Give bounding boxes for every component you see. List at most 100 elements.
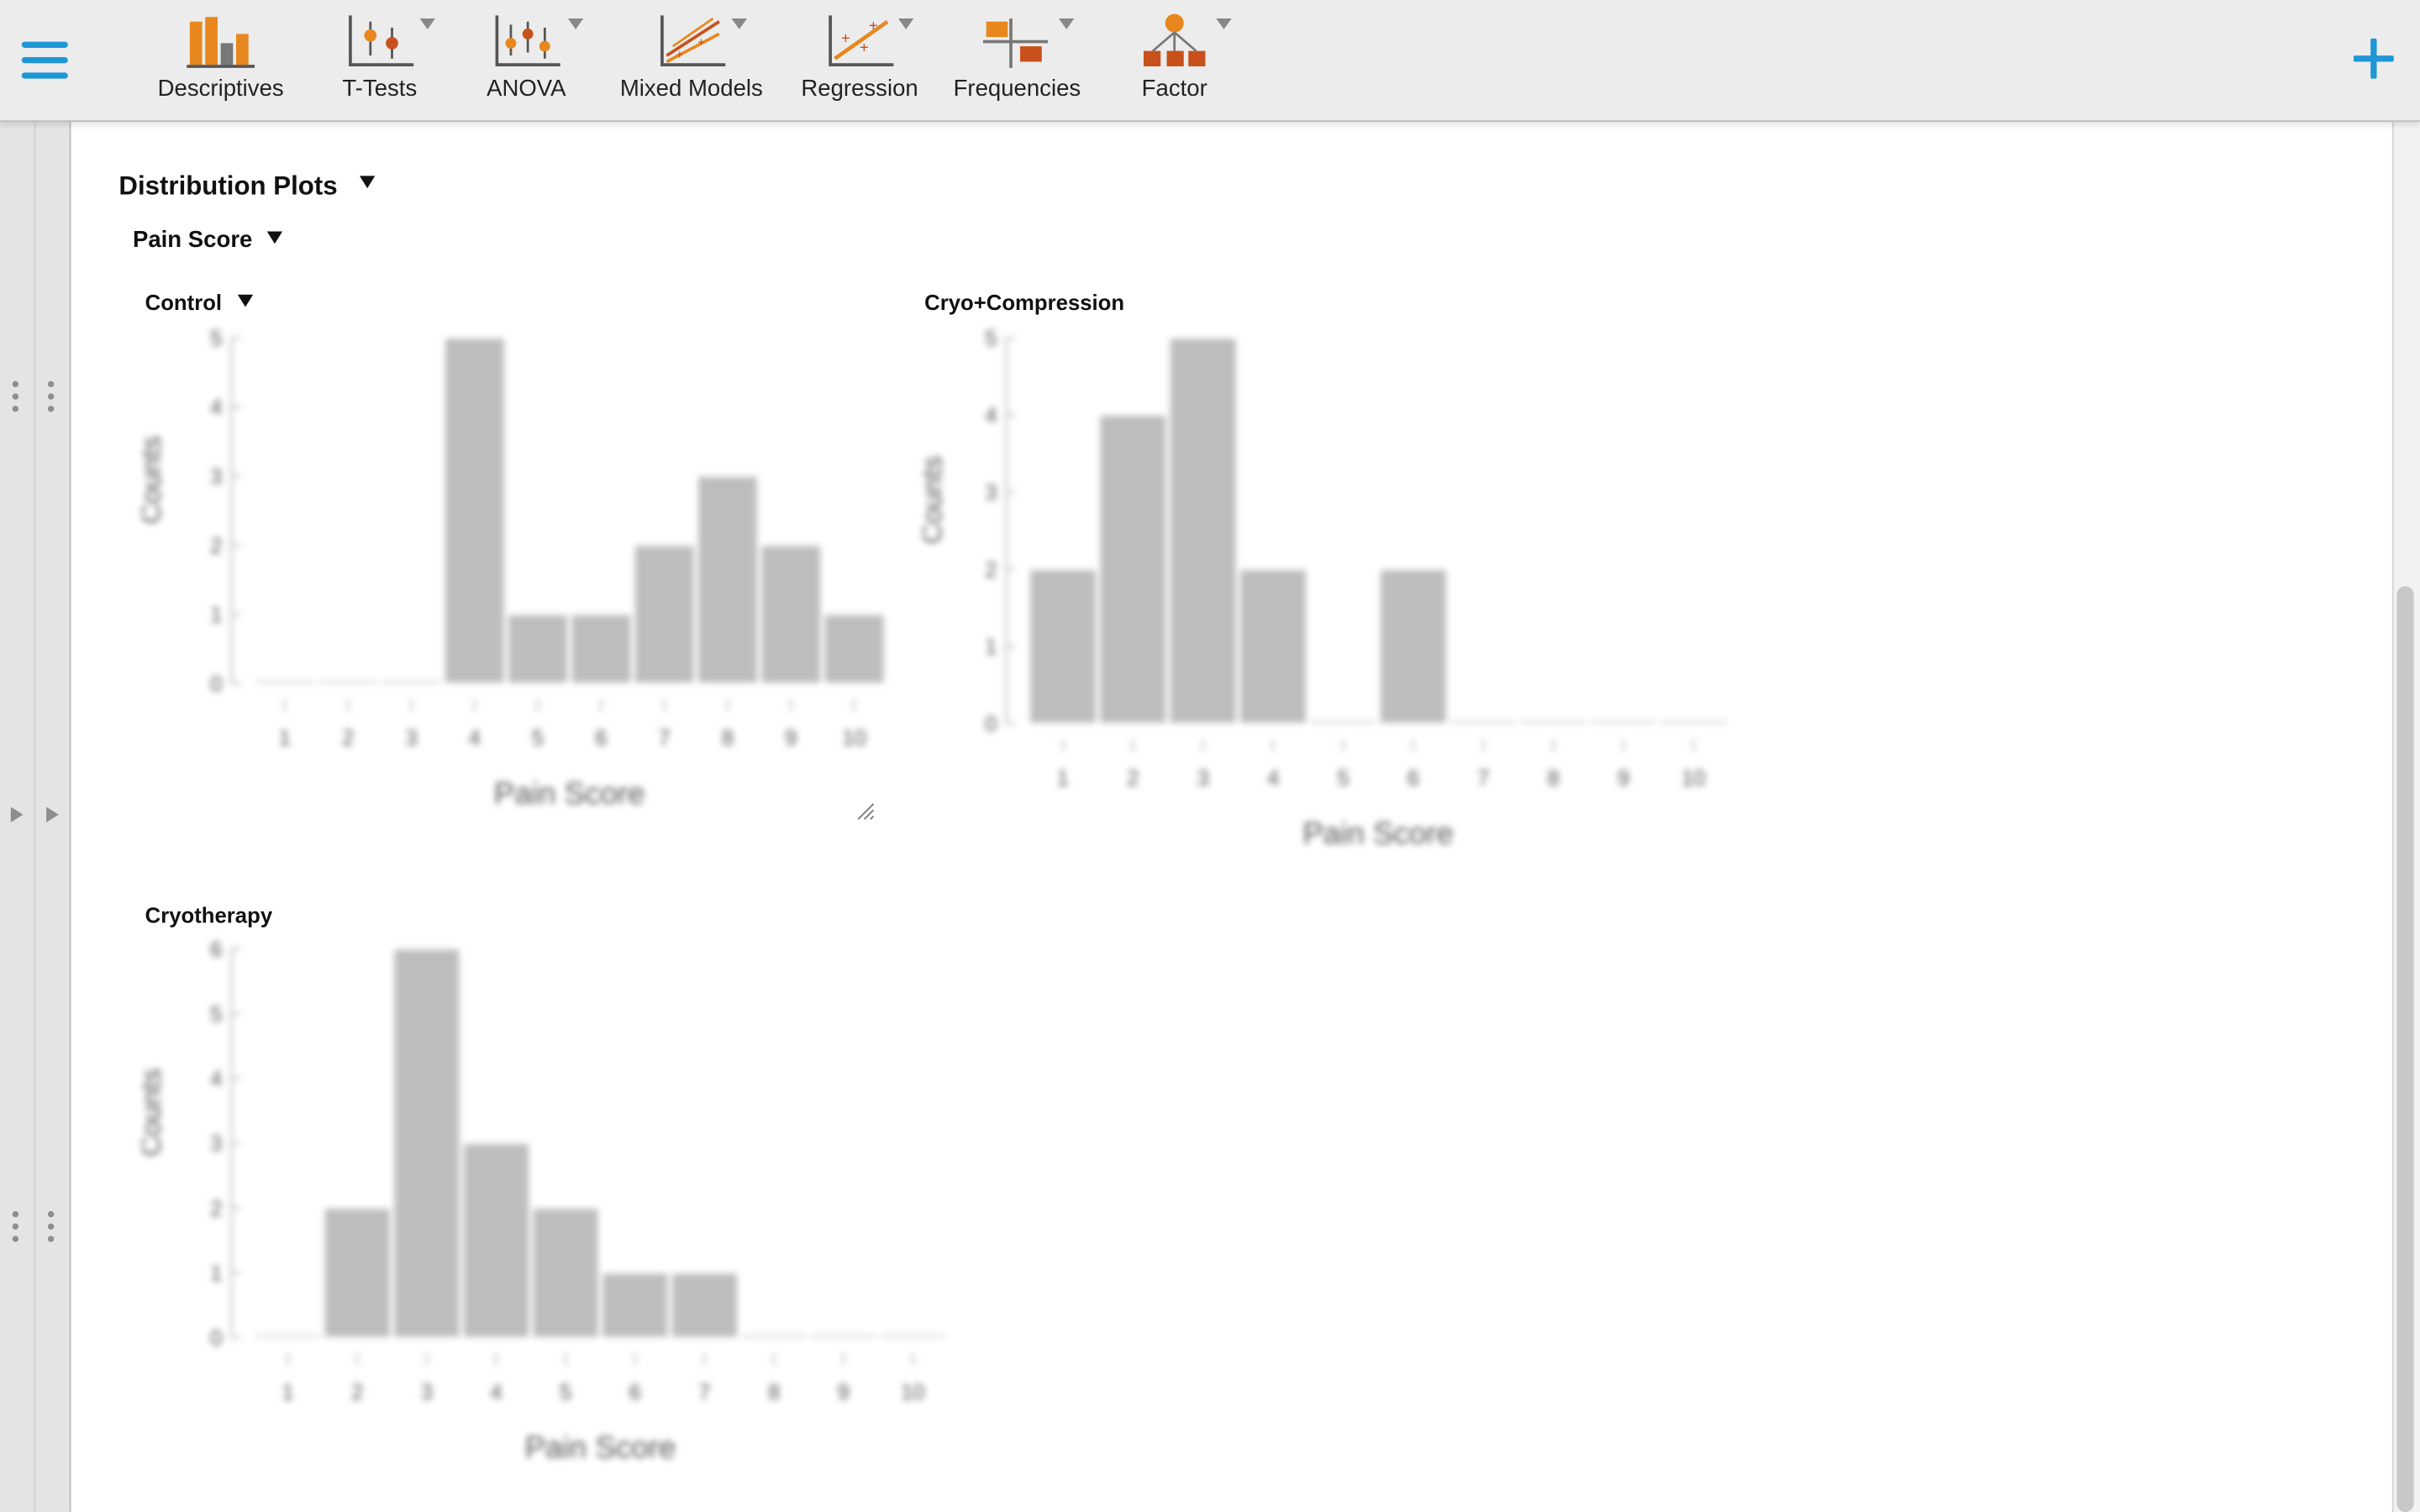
histogram-bar [1239,568,1307,725]
expand-left-panel-icon[interactable] [10,806,24,822]
x-tick-label: 5 [1337,767,1349,790]
x-tick-label: 10 [901,1381,925,1404]
frequencies-button[interactable]: Frequencies [948,9,1086,111]
histogram-bar [380,680,443,685]
scrollbar-thumb[interactable] [2396,585,2414,1512]
y-tick-label: 6 [210,938,222,962]
histogram-bar [254,680,316,685]
anova-icon [495,15,560,66]
section-title: Distribution Plots [118,171,338,201]
panel-drag-handle-icon[interactable] [47,1210,55,1248]
panel-drag-handle-icon[interactable] [12,381,19,418]
histogram-bar [1589,719,1658,725]
hamburger-menu-icon[interactable] [21,37,68,83]
anova-menu-caret-icon[interactable] [567,18,584,29]
x-tick-label: 8 [722,727,734,750]
descriptives-button[interactable]: Descriptives [151,9,290,111]
histogram-bar [1308,719,1378,725]
variable-menu-caret-icon[interactable] [266,231,283,244]
x-axis-title: Pain Score [525,1431,676,1465]
x-tick-label: 6 [1407,767,1419,790]
factor-button[interactable]: Factor [1120,9,1232,111]
y-tick-label: 1 [985,636,997,659]
y-tick-label: 5 [210,1003,222,1026]
factor-menu-caret-icon[interactable] [1216,18,1232,29]
results-pane: Distribution Plots Pain Score Control Cr… [71,122,2392,1512]
expand-right-panel-icon[interactable] [46,806,59,822]
frequencies-menu-caret-icon[interactable] [1058,18,1075,29]
mixed-models-menu-caret-icon[interactable] [731,18,747,29]
plot-control: 0 1 2 3 4 5 1 2 3 4 5 6 7 8 9 10 Pain Score Counts [136,326,898,820]
mixed-models-button[interactable]: + + Mixed Models [614,9,769,111]
y-tick-label: 4 [985,404,997,428]
x-tick-label: 7 [1477,767,1489,790]
histogram-bar [1449,719,1518,725]
regression-button[interactable]: + + + Regression [797,9,923,111]
plot-cryo-compression: 0 1 2 3 4 5 1 2 3 4 5 6 7 8 9 10 Pain Score Counts [917,326,1740,858]
frequencies-label: Frequencies [953,75,1081,102]
x-tick-label: 8 [768,1381,780,1404]
regression-menu-caret-icon[interactable] [897,18,914,29]
regression-label: Regression [801,75,918,102]
resize-grip-icon[interactable] [855,801,877,822]
histogram-bar [739,1333,808,1339]
y-tick-label: 2 [985,559,997,582]
histogram-bar [323,1207,392,1339]
x-tick-label: 10 [842,727,866,750]
y-tick-label: 0 [210,1327,222,1351]
t-tests-menu-caret-icon[interactable] [419,18,435,29]
x-tick-label: 6 [629,1381,641,1404]
x-tick-label: 1 [279,727,291,750]
t-tests-label: T-Tests [342,75,418,102]
histogram-bar [879,1333,947,1339]
histogram-bar [254,1333,322,1339]
histogram-bar [317,680,379,685]
mixed-models-label: Mixed Models [619,75,763,102]
y-tick-label: 1 [210,1262,222,1285]
y-axis-title: Counts [142,436,167,524]
anova-label: ANOVA [487,75,566,102]
svg-text:+: + [869,17,878,34]
x-tick-label: 10 [1681,767,1706,790]
plot-title-cryotherapy: Cryotherapy [145,902,273,927]
x-tick-label: 1 [1057,767,1069,790]
x-tick-label: 4 [469,727,481,750]
y-tick-label: 4 [210,1068,222,1091]
x-tick-label: 3 [421,1381,433,1404]
histogram-bar [1168,337,1238,725]
plot-title-cryo-compression: Cryo+Compression [924,290,1125,315]
histogram-bar [1028,568,1097,725]
x-tick-label: 1 [281,1381,293,1404]
x-tick-label: 8 [1547,767,1559,790]
descriptives-icon [187,17,255,68]
x-axis-title: Pain Score [1302,816,1454,851]
plus-icon[interactable] [2349,34,2398,83]
section-menu-caret-icon[interactable] [359,176,376,189]
svg-text:+: + [676,49,683,62]
x-tick-label: 7 [659,727,671,750]
panel-drag-handle-icon[interactable] [12,1210,19,1248]
y-tick-label: 0 [985,713,997,737]
x-tick-label: 9 [785,727,797,750]
histogram-bar [633,544,696,685]
panel-drag-handle-icon[interactable] [47,381,55,418]
histogram-bar [570,613,633,685]
svg-text:+: + [860,38,869,55]
x-tick-label: 4 [1267,767,1279,790]
x-tick-label: 2 [1127,767,1139,790]
plot-cryotherapy: 0 1 2 3 4 5 6 1 2 3 4 5 6 7 8 9 10 Pain Score Counts [136,937,960,1477]
control-plot-menu-caret-icon[interactable] [237,294,254,307]
descriptives-label: Descriptives [157,75,284,102]
histogram-bar [823,613,886,685]
t-tests-button[interactable]: T-Tests [324,9,435,111]
histogram-bar [1659,719,1728,725]
svg-text:+: + [697,36,705,50]
histogram-cryo-compression: 0 1 2 3 4 5 1 2 3 4 5 6 7 8 9 10 Pain Score Counts [917,327,1728,851]
histogram-bar [671,1272,739,1339]
y-axis-title: Counts [923,456,948,544]
x-tick-label: 5 [532,727,544,750]
anova-button[interactable]: ANOVA [472,9,584,111]
histogram-cryotherapy: 0 1 2 3 4 5 6 1 2 3 4 5 6 7 8 9 10 Pain Score Counts [136,938,947,1465]
histogram-bar [760,544,823,685]
x-tick-label: 9 [1618,767,1629,790]
